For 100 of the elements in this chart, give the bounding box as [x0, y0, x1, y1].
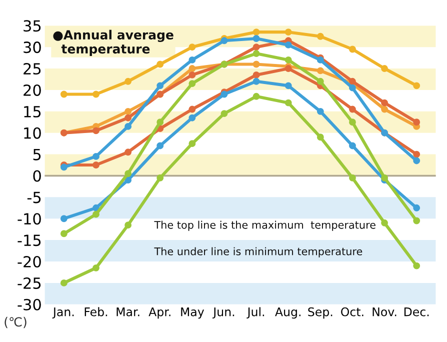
- x-tick-label: May: [181, 308, 204, 319]
- annotation: ●Annual average temperature: [53, 30, 174, 56]
- point: [413, 82, 420, 90]
- point: [124, 108, 132, 115]
- point: [316, 78, 324, 85]
- x-tick-label: Feb.: [84, 307, 108, 316]
- point: [252, 44, 260, 51]
- point: [284, 28, 292, 36]
- point: [284, 65, 292, 72]
- point: [413, 150, 420, 158]
- point: [60, 279, 68, 286]
- point: [252, 60, 260, 68]
- y-tick-label: 15: [24, 106, 41, 118]
- point: [188, 114, 196, 122]
- y-tick-label: 10: [24, 127, 41, 139]
- point: [284, 56, 292, 64]
- x-tick-label: Jul.: [246, 307, 264, 318]
- point: [252, 28, 260, 36]
- point: [349, 46, 356, 53]
- point: [124, 222, 132, 229]
- y-tick-label: 0: [33, 170, 41, 182]
- point: [92, 162, 100, 168]
- x-tick-label: Jan.: [52, 308, 74, 318]
- point: [156, 142, 164, 150]
- point: [381, 65, 388, 72]
- point: [92, 264, 100, 272]
- point: [349, 84, 356, 92]
- point: [252, 35, 260, 42]
- y-tick-label: -20: [18, 256, 41, 268]
- point: [252, 78, 260, 85]
- y-tick-label: 5: [33, 148, 41, 160]
- point: [349, 174, 356, 182]
- point: [60, 90, 68, 98]
- point: [316, 32, 324, 40]
- y-axis-title: (℃): [4, 316, 26, 328]
- point: [220, 110, 228, 118]
- point: [252, 71, 260, 78]
- point: [284, 41, 292, 48]
- point: [413, 262, 420, 270]
- y-tick-label: 25: [24, 62, 41, 75]
- annotation: The top line is the maximum temperature: [154, 220, 376, 231]
- point: [220, 37, 228, 44]
- point: [156, 174, 164, 182]
- point: [284, 82, 292, 90]
- y-tick-label: -15: [18, 234, 41, 246]
- point: [188, 44, 196, 51]
- x-tick-label: Jun.: [212, 308, 234, 318]
- annotation: The under line is minimum temperature: [154, 247, 362, 258]
- point: [316, 67, 324, 74]
- point: [156, 60, 164, 68]
- point: [349, 78, 356, 85]
- point: [124, 114, 132, 122]
- point: [92, 127, 100, 134]
- point: [413, 118, 420, 126]
- point: [60, 230, 68, 238]
- point: [349, 106, 356, 113]
- point: [381, 219, 388, 226]
- point: [381, 106, 388, 113]
- x-tick-label: Dec.: [404, 308, 429, 316]
- point: [252, 92, 260, 100]
- point: [381, 174, 388, 182]
- point: [316, 108, 324, 115]
- point: [188, 71, 196, 78]
- point: [124, 170, 132, 178]
- point: [349, 118, 356, 126]
- point: [284, 99, 292, 106]
- point: [92, 204, 100, 212]
- x-tick-label: Mar.: [116, 308, 140, 316]
- point: [413, 157, 420, 164]
- y-tick-label: 30: [24, 42, 41, 54]
- point: [156, 118, 164, 126]
- point: [316, 134, 324, 141]
- point: [381, 99, 388, 106]
- point: [188, 65, 196, 72]
- point: [252, 50, 260, 57]
- x-tick-label: Apr.: [148, 308, 170, 319]
- y-tick-label: 20: [24, 84, 41, 96]
- point: [413, 204, 420, 212]
- point: [92, 152, 100, 160]
- point: [413, 217, 420, 224]
- point: [124, 148, 132, 156]
- point: [60, 215, 68, 222]
- point: [92, 90, 100, 98]
- x-tick-label: Nov.: [372, 308, 396, 316]
- point: [124, 122, 132, 130]
- point: [124, 176, 132, 184]
- y-tick-label: -5: [27, 192, 41, 204]
- point: [349, 142, 356, 150]
- point: [60, 164, 68, 171]
- x-tick-label: Oct.: [341, 307, 364, 316]
- point: [124, 78, 132, 85]
- point: [188, 80, 196, 88]
- y-tick-label: -25: [18, 277, 41, 289]
- x-tick-label: Sep.: [308, 307, 332, 319]
- point: [92, 210, 100, 218]
- point: [188, 106, 196, 113]
- point: [188, 140, 196, 148]
- y-tick-label: 35: [24, 20, 41, 32]
- y-tick-label: -30: [18, 298, 41, 310]
- point: [156, 82, 164, 90]
